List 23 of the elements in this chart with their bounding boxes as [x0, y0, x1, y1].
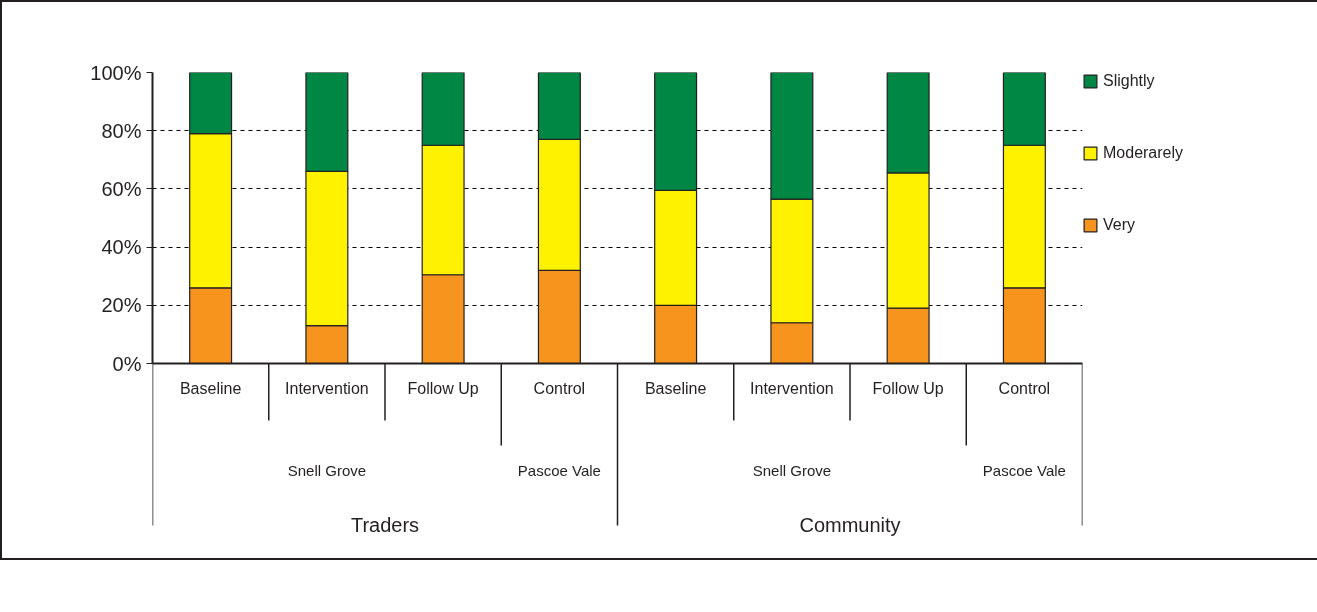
- text: Pascoe Vale: [982, 462, 1066, 479]
- legend-label: Very: [1103, 216, 1136, 234]
- x-tick-label: Intervention: [750, 380, 834, 397]
- x-tick-label: Control: [533, 380, 586, 397]
- y-tick-label: 0%: [112, 352, 142, 375]
- text: Pascoe Vale: [517, 462, 601, 479]
- x-tick-label: Intervention: [285, 380, 369, 397]
- x-tick-label: Baseline: [644, 380, 707, 397]
- text: Snell Grove: [287, 462, 367, 479]
- text: Snell Grove: [752, 462, 832, 479]
- legend-label: Moderarely: [1103, 144, 1184, 162]
- y-tick-label: 20%: [101, 294, 142, 317]
- legend-label: Slightly: [1103, 72, 1155, 90]
- text: Traders: [350, 513, 420, 536]
- x-tick-label: Control: [998, 380, 1051, 397]
- y-tick-label: 80%: [101, 119, 142, 142]
- text: Community: [799, 513, 901, 536]
- y-tick-label: 100%: [90, 61, 142, 84]
- x-tick-label: Follow Up: [407, 380, 479, 397]
- y-tick-label: 60%: [101, 177, 142, 200]
- x-tick-label: Follow Up: [872, 380, 944, 397]
- x-tick-label: Baseline: [179, 380, 242, 397]
- y-tick-label: 40%: [101, 236, 142, 259]
